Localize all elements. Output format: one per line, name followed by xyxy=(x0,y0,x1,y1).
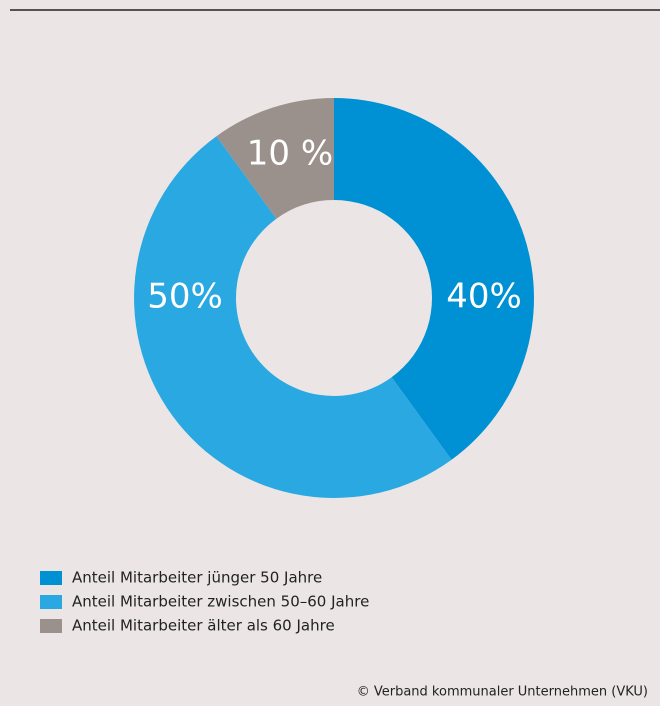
legend-swatch xyxy=(40,619,62,633)
legend-swatch xyxy=(40,595,62,609)
value-label: 40% xyxy=(446,277,522,317)
slice xyxy=(216,98,334,219)
slice xyxy=(134,136,452,498)
legend-swatch xyxy=(40,571,62,585)
value-label: 50% xyxy=(147,277,223,317)
slice xyxy=(334,98,534,460)
value-label: 10 % xyxy=(247,134,333,174)
legend-label: Anteil Mitarbeiter zwischen 50–60 Jahre xyxy=(72,593,369,611)
legend-label: Anteil Mitarbeiter jünger 50 Jahre xyxy=(72,569,322,587)
source: © Verband kommunaler Unternehmen (VKU) xyxy=(357,685,648,700)
legend-label: Anteil Mitarbeiter älter als 60 Jahre xyxy=(72,617,335,635)
